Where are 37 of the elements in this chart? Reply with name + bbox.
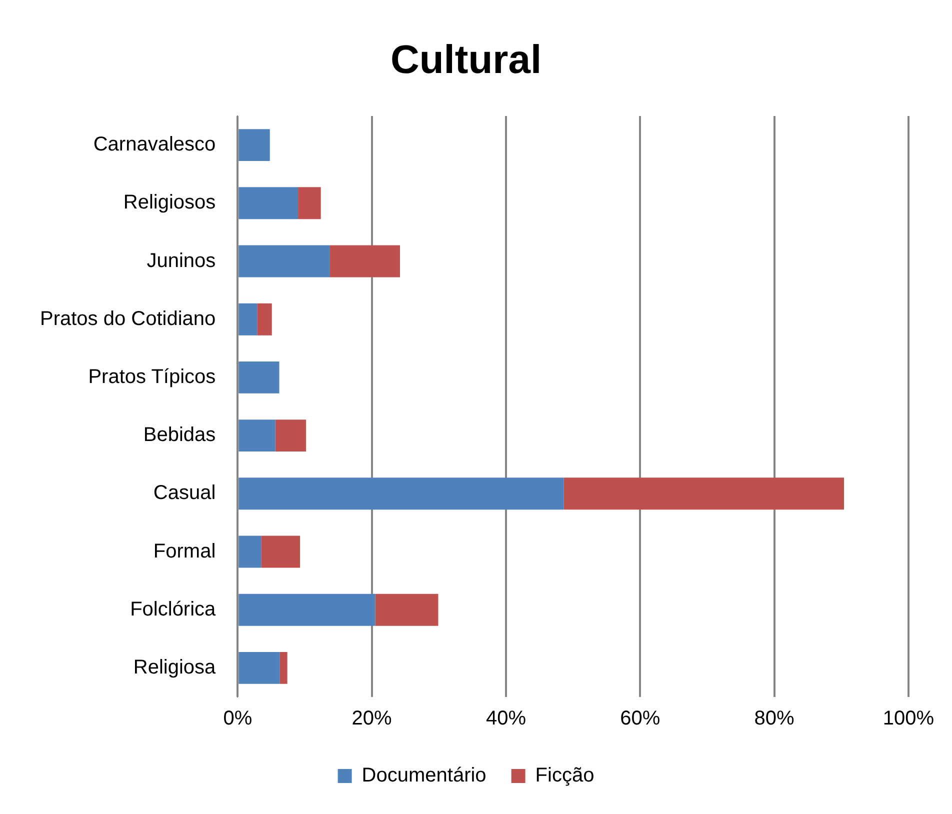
bar (257, 303, 272, 336)
bar (280, 652, 288, 684)
bar (261, 536, 300, 568)
y-tick-label: Folclórica (130, 598, 217, 620)
y-tick-label: Carnavalesco (93, 134, 216, 156)
y-tick-label: Formal (153, 540, 216, 562)
x-tick-label: 20% (352, 708, 392, 730)
x-tick-label: 80% (754, 708, 794, 730)
x-tick-label: 60% (620, 708, 660, 730)
bar (238, 303, 258, 336)
bar (238, 187, 298, 220)
bar (238, 245, 330, 278)
x-tick-label: 40% (486, 708, 526, 730)
bar (330, 245, 400, 278)
y-tick-label: Pratos do Cotidiano (40, 308, 216, 330)
y-tick-label: Religiosos (123, 192, 216, 214)
x-tick-label: 0% (223, 708, 252, 730)
y-tick-label: Religiosa (133, 656, 217, 678)
bar (238, 652, 280, 684)
bar (238, 594, 376, 626)
bar (238, 129, 270, 162)
y-tick-label: Casual (153, 482, 216, 504)
y-tick-label: Juninos (146, 250, 216, 272)
bar (238, 536, 262, 568)
chart-title: Cultural (390, 38, 542, 82)
bar (375, 594, 438, 626)
bar (564, 478, 844, 510)
bar (238, 420, 276, 452)
bar (238, 478, 564, 510)
bar (238, 361, 280, 394)
bar (275, 420, 306, 452)
x-tick-label: 100% (882, 708, 934, 730)
y-tick-label: Bebidas (143, 424, 216, 446)
bar (298, 187, 321, 220)
legend-label: Documentário (362, 764, 486, 787)
y-tick-label: Pratos Típicos (88, 366, 216, 388)
legend-label: Ficção (535, 764, 594, 787)
